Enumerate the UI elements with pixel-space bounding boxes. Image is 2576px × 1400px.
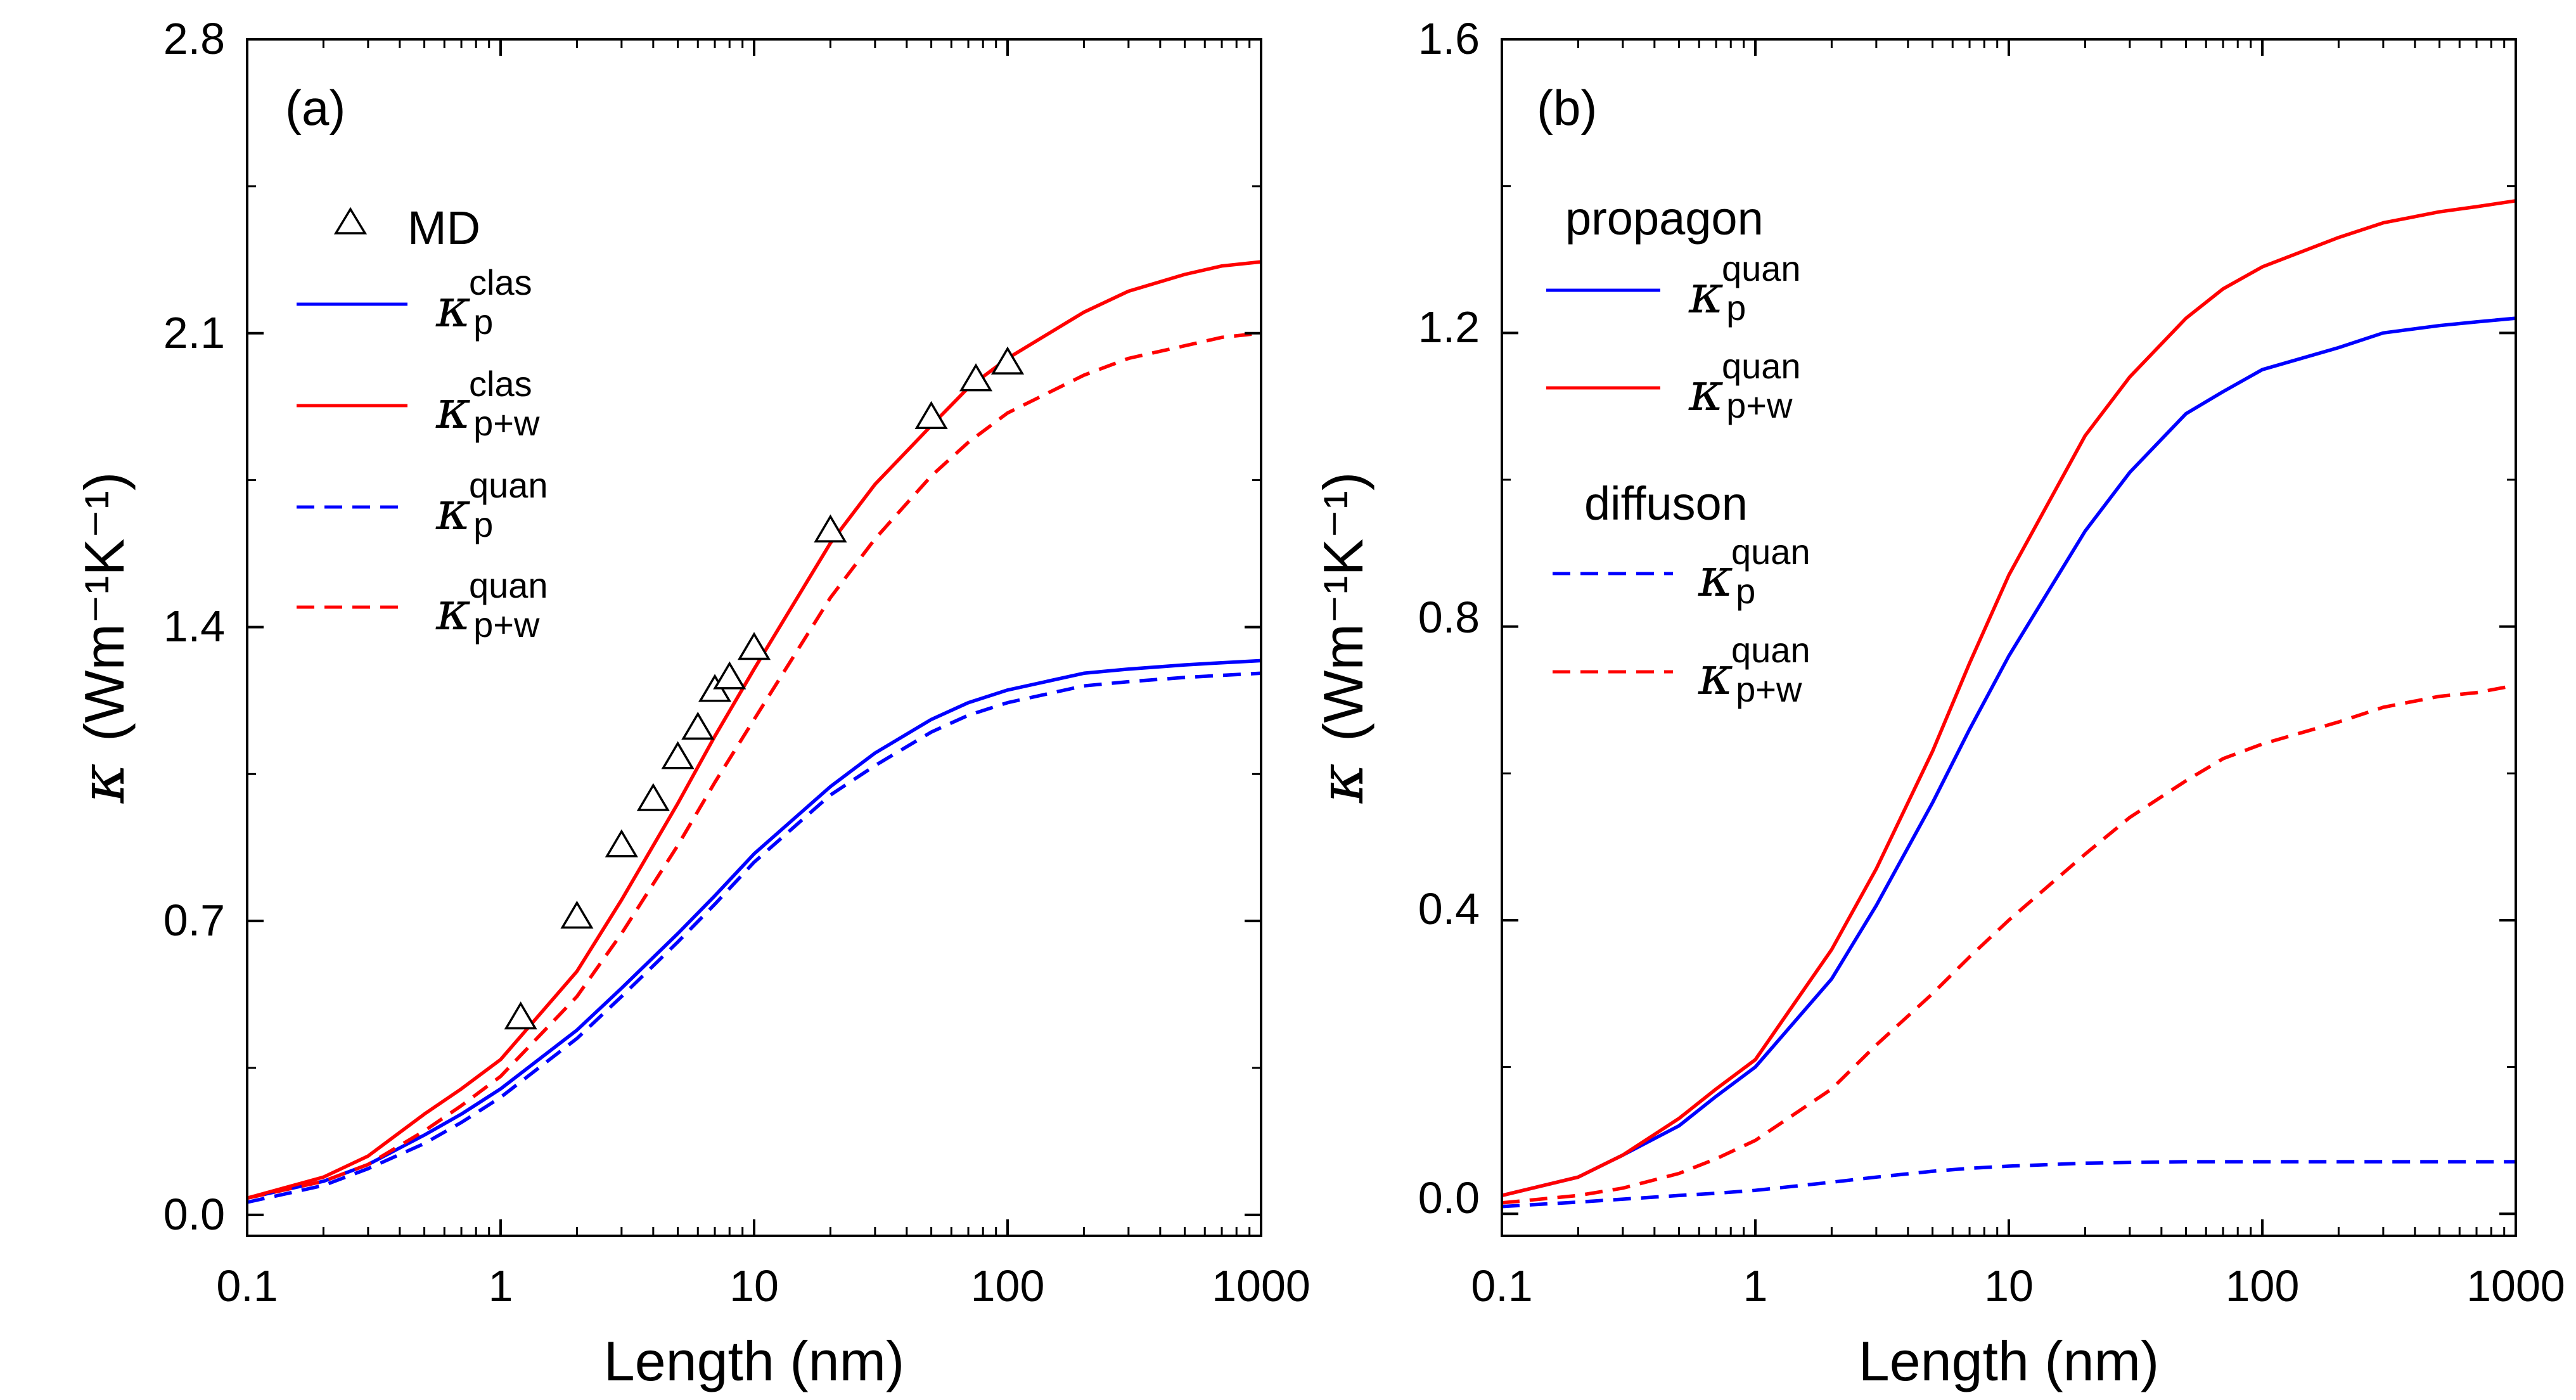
legend-item: κp+wquan [297,565,548,645]
panel-a-xtick-labels: 0.1 1 10 100 1000 [216,1261,1310,1311]
panel-b-chart: 0.1 1 10 100 1000 0.0 0.4 0.8 1.2 1.6 Le… [1306,14,2565,1392]
panel-b-xtick-labels: 0.1 1 10 100 1000 [1471,1261,2565,1311]
md-data-point [681,711,715,740]
panel-b-ytick-label: 0.4 [1418,884,1480,934]
series-line-4 [247,331,1262,1200]
md-data-point [605,829,638,857]
panel-b-xtick-label: 1000 [2466,1261,2565,1311]
legend-item: κpquan [1546,248,1801,328]
panel-a-ytick-label: 2.1 [163,308,225,357]
legend-item: κp+wclas [297,364,540,443]
md-data-point [636,783,670,811]
panel-b-x-axis-title: Length (nm) [1859,1330,2159,1392]
series-line-1 [1501,316,2516,1197]
legend-kappa-label: κp+wquan [1698,630,1810,709]
series-line-3 [1501,1160,2516,1209]
panel-a-xtick-label: 10 [729,1261,779,1311]
legend-kappa-label: κpquan [435,465,548,544]
panel-b-y-axis-units: (Wm⁻¹K⁻¹) [1312,472,1375,742]
legend-kappa-label: κp+wquan [435,565,548,645]
series-line-3 [247,671,1262,1204]
panel-a-y-axis-symbol: κ [67,763,138,804]
legend-item: κpquan [1553,532,1810,611]
panel-a-legend: MD κpclas κp+wclas κpquan [297,202,548,645]
panel-b-ytick-label: 0.0 [1418,1173,1480,1223]
md-data-point [914,401,948,429]
panel-a-series-layer [247,260,1262,1204]
panel-b-y-axis-symbol: κ [1306,763,1377,804]
series-line-4 [1501,683,2516,1205]
panel-a-label: (a) [285,80,345,136]
md-data-point [959,363,993,392]
panel-a-ytick-label: 1.4 [163,601,225,651]
panel-b-xtick-label: 100 [2226,1261,2300,1311]
legend-item: κp+wquan [1553,630,1810,709]
panel-b-series-layer [1501,199,2516,1209]
legend-item-md: MD [333,202,480,254]
panel-b-xtick-label: 10 [1984,1261,2034,1311]
panel-b-ticks [1501,38,2517,1236]
panel-b-ytick-label: 1.2 [1418,302,1480,352]
legend-item: κpclas [297,262,532,342]
series-line-2 [1501,199,2516,1197]
svg-text:κ (Wm⁻¹K⁻¹): κ (Wm⁻¹K⁻¹) [67,472,138,804]
panel-a-xtick-label: 0.1 [216,1261,278,1311]
panel-a-y-axis-units: (Wm⁻¹K⁻¹) [73,472,136,742]
panel-b-y-axis-title: κ (Wm⁻¹K⁻¹) [1306,472,1377,804]
panel-a-ticks [246,38,1262,1236]
panel-b-legend: propagon κpquan κp+wquan diffuson κpquan [1546,192,1810,709]
panel-b-ytick-label: 1.6 [1418,14,1480,63]
panel-a-ytick-label: 0.0 [163,1190,225,1239]
panel-b-ytick-label: 0.8 [1418,593,1480,642]
md-data-point [560,901,594,929]
legend-kappa-label: κpclas [435,262,532,342]
panel-a-ytick-label: 0.7 [163,896,225,945]
panel-b-ytick-labels: 0.0 0.4 0.8 1.2 1.6 [1418,14,1480,1223]
legend-kappa-label: κp+wclas [435,364,540,443]
series-line-2 [247,260,1262,1200]
panel-a-x-axis-title: Length (nm) [604,1330,904,1392]
panel-a-xtick-label: 1000 [1212,1261,1310,1311]
panel-a-ytick-labels: 0.0 0.7 1.4 2.1 2.8 [163,14,225,1239]
svg-text:κ (Wm⁻¹K⁻¹): κ (Wm⁻¹K⁻¹) [1306,472,1377,804]
panel-a-xtick-label: 100 [971,1261,1045,1311]
legend-item: κpquan [297,465,548,544]
legend-kappa-label: κp+wquan [1688,346,1801,425]
md-data-point [713,661,747,690]
md-data-point [990,346,1025,375]
legend-group-propagon: propagon [1565,192,1764,245]
panel-b-xtick-label: 1 [1743,1261,1768,1311]
md-data-point [661,741,695,769]
md-data-point [737,632,771,660]
panel-b-xtick-label: 0.1 [1471,1261,1532,1311]
legend-group-diffuson: diffuson [1584,477,1748,530]
md-data-point [814,514,847,543]
legend-kappa-label: κpquan [1688,248,1801,328]
panel-a-y-axis-title: κ (Wm⁻¹K⁻¹) [67,472,138,804]
panel-b-label: (b) [1537,80,1597,136]
legend-md-label: MD [407,202,480,254]
series-line-1 [247,658,1262,1200]
panel-a-md-markers [504,346,1025,1030]
panel-a-ytick-label: 2.8 [163,14,225,63]
panel-a-chart: 0.1 1 10 100 1000 0.0 0.7 1.4 2.1 2.8 Le… [67,14,1310,1392]
legend-md-triangle-icon [333,207,368,234]
legend-item: κp+wquan [1546,346,1801,425]
legend-kappa-label: κpquan [1698,532,1810,611]
panel-a-xtick-label: 1 [489,1261,513,1311]
md-data-point [504,1001,537,1030]
